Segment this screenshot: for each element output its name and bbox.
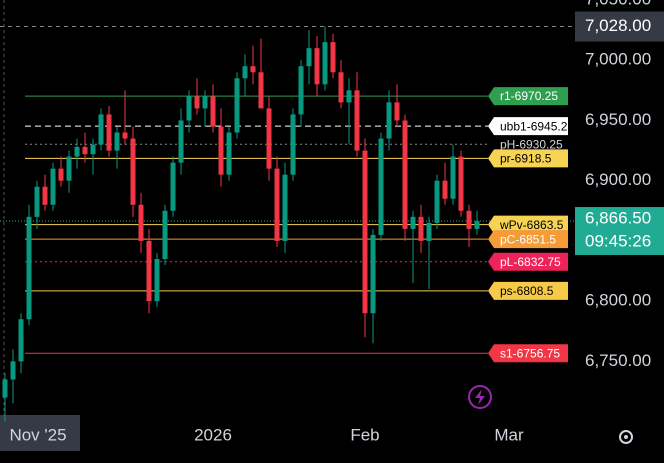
candle-body bbox=[210, 96, 216, 127]
level-label: ps-6808.5 bbox=[500, 284, 554, 298]
candle-body bbox=[138, 204, 144, 241]
candle-body bbox=[178, 120, 184, 163]
high-label: 7,028.00 bbox=[585, 16, 651, 35]
candle-body bbox=[50, 168, 56, 205]
candle-body bbox=[10, 361, 16, 380]
candle-body bbox=[330, 42, 336, 73]
level-tag bbox=[488, 87, 568, 106]
candle-body bbox=[370, 234, 376, 314]
countdown: 09:45:26 bbox=[585, 232, 651, 251]
level-label: pL-6832.75 bbox=[500, 255, 561, 269]
candle-body bbox=[282, 174, 288, 241]
candle-body bbox=[106, 114, 112, 151]
level-label: wPv-6863.5 bbox=[499, 218, 564, 232]
candle-body bbox=[202, 96, 208, 109]
high-box bbox=[575, 11, 664, 42]
candle-body bbox=[434, 180, 440, 223]
y-tick-label: 6,750.00 bbox=[585, 351, 651, 370]
level-tag bbox=[488, 149, 568, 168]
candle-body bbox=[130, 138, 136, 205]
level-label: r1-6970.25 bbox=[500, 89, 558, 103]
candle-body bbox=[354, 90, 360, 151]
alert-bolt bbox=[475, 389, 485, 405]
candle-body bbox=[226, 132, 232, 175]
candle-body bbox=[90, 144, 96, 155]
candle-body bbox=[474, 221, 480, 229]
candle-body bbox=[146, 240, 152, 302]
candle-body bbox=[306, 48, 312, 67]
candle-body bbox=[266, 108, 272, 169]
y-tick-label: 6,950.00 bbox=[585, 110, 651, 129]
level-tag bbox=[488, 230, 568, 249]
candle-body bbox=[338, 72, 344, 103]
price-box bbox=[575, 207, 664, 256]
level-label: ubb1-6945.25 bbox=[500, 119, 574, 133]
candle-body bbox=[186, 96, 192, 121]
candle-body bbox=[394, 102, 400, 121]
level-label: pr-6918.5 bbox=[500, 152, 552, 166]
candle-body bbox=[66, 156, 72, 181]
candle-body bbox=[386, 102, 392, 139]
y-tick-label: 7,000.00 bbox=[585, 50, 651, 69]
candle-body bbox=[378, 138, 384, 235]
candle-body bbox=[34, 186, 40, 217]
candle-body bbox=[26, 216, 32, 320]
candle-body bbox=[162, 210, 168, 259]
candle-body bbox=[450, 156, 456, 199]
level-tag bbox=[488, 215, 568, 234]
settings-center bbox=[624, 435, 628, 439]
level-tag bbox=[488, 117, 568, 136]
x-tick-label: Feb bbox=[350, 425, 379, 444]
candle-body bbox=[2, 379, 8, 398]
y-tick-label: 7,050.00 bbox=[585, 0, 651, 8]
candle-body bbox=[194, 96, 200, 109]
candle-body bbox=[122, 132, 128, 139]
candle-body bbox=[466, 210, 472, 229]
level-label: pC-6851.5 bbox=[500, 232, 556, 246]
candle-body bbox=[58, 168, 64, 181]
candle-body bbox=[322, 42, 328, 85]
candle-body bbox=[170, 162, 176, 211]
price-label: 6,866.50 bbox=[585, 209, 651, 228]
candle-body bbox=[114, 132, 120, 151]
candle-body bbox=[418, 216, 424, 241]
y-tick-label: 6,900.00 bbox=[585, 170, 651, 189]
candle-body bbox=[258, 72, 264, 109]
candle-body bbox=[298, 66, 304, 115]
candle-body bbox=[314, 48, 320, 85]
candle-body bbox=[426, 222, 432, 241]
level-tag bbox=[488, 281, 568, 300]
settings-icon[interactable] bbox=[619, 430, 633, 444]
candle-body bbox=[458, 156, 464, 211]
candle-body bbox=[402, 120, 408, 229]
x-tick-label: Nov '25 bbox=[9, 425, 66, 444]
candle-body bbox=[290, 114, 296, 175]
x-tick-label: 2026 bbox=[194, 425, 232, 444]
candle-body bbox=[410, 216, 416, 229]
candle-body bbox=[242, 66, 248, 79]
candle-body bbox=[442, 180, 448, 199]
level-tag bbox=[488, 252, 568, 271]
candle-body bbox=[346, 90, 352, 103]
candle-body bbox=[74, 146, 80, 157]
alert-icon[interactable] bbox=[468, 385, 492, 409]
candle-body bbox=[234, 78, 240, 133]
x-label-box bbox=[0, 415, 80, 451]
candle-body bbox=[362, 150, 368, 314]
candle-body bbox=[98, 114, 104, 145]
x-tick-label: Mar bbox=[494, 425, 524, 444]
level-tag bbox=[488, 344, 568, 363]
candle-body bbox=[42, 186, 48, 205]
level-label: s1-6756.75 bbox=[500, 346, 560, 360]
candle-body bbox=[18, 319, 24, 362]
level-label: pH-6930.25 bbox=[500, 137, 563, 151]
candle-body bbox=[82, 146, 88, 155]
candle-body bbox=[250, 66, 256, 73]
y-tick-label: 6,800.00 bbox=[585, 291, 651, 310]
candle-body bbox=[274, 168, 280, 241]
candle-body bbox=[218, 126, 224, 175]
candle-body bbox=[154, 258, 160, 302]
